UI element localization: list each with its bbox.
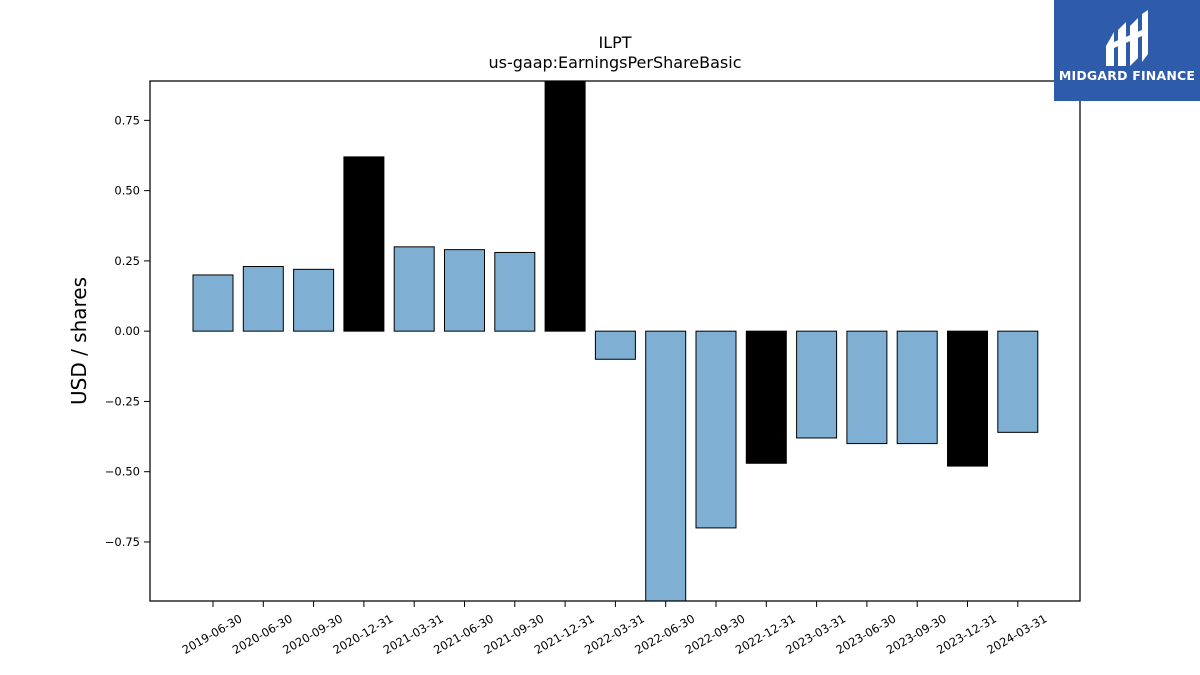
bar-2021-09-30 — [494, 251, 536, 332]
bar-2022-03-31 — [594, 330, 636, 360]
chart-title: ILPT — [598, 33, 631, 52]
bar-2022-12-31 — [745, 330, 787, 464]
bar-2023-09-30 — [896, 330, 938, 445]
chart-subtitle: us-gaap:EarningsPerShareBasic — [488, 53, 741, 72]
y-tick-label: −0.25 — [105, 394, 140, 408]
bar-2021-12-31 — [544, 80, 586, 332]
y-tick-label: −0.75 — [105, 535, 140, 549]
bar-2023-12-31 — [947, 330, 988, 467]
bar-2024-03-31 — [997, 330, 1039, 433]
logo-text: MIDGARD FINANCE — [1058, 68, 1196, 83]
bar-2021-03-31 — [393, 246, 435, 332]
y-tick-label: −0.50 — [105, 465, 140, 479]
bar-2023-06-30 — [846, 330, 888, 445]
bar-2022-09-30 — [695, 330, 737, 529]
brand-logo: MIDGARD FINANCE — [1054, 0, 1200, 101]
bar-2020-06-30 — [242, 266, 284, 332]
x-axis: 2019-06-302020-06-302020-09-302020-12-31… — [180, 601, 1049, 657]
midgard-logo-icon — [1106, 10, 1148, 66]
bar-2022-06-30 — [645, 330, 687, 602]
y-axis-label: USD / shares — [67, 277, 91, 405]
bar-2023-03-31 — [796, 330, 838, 439]
bar-2020-09-30 — [293, 268, 335, 332]
y-tick-label: 0.25 — [114, 254, 140, 268]
bars-group — [192, 80, 1039, 602]
bar-2020-12-31 — [343, 156, 385, 332]
y-tick-label: 0.50 — [114, 184, 140, 198]
y-tick-label: 0.75 — [114, 113, 140, 127]
y-axis: 0.75 0.50 0.25 0.00 −0.25 −0.50 −0.75 — [105, 113, 150, 549]
bar-2021-06-30 — [444, 249, 485, 332]
bar-2019-06-30 — [192, 274, 234, 332]
y-tick-label: 0.00 — [114, 324, 140, 338]
